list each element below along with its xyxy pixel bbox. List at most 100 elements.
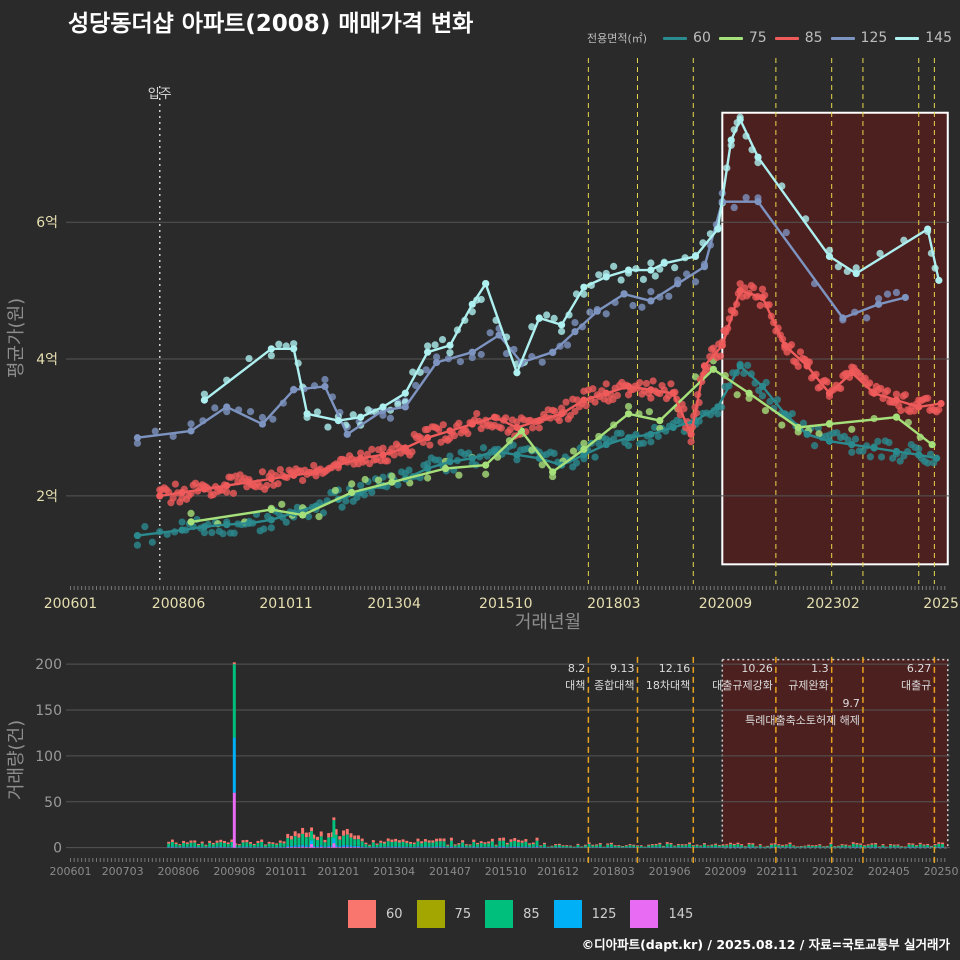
bar-segment-85 — [840, 845, 844, 848]
bar-segment-85 — [479, 843, 483, 847]
bar-segment-125 — [223, 846, 226, 848]
bar-segment-85 — [557, 844, 561, 848]
data-point — [803, 362, 811, 370]
scatter-point — [691, 278, 700, 286]
bar-segment-85 — [673, 846, 677, 848]
bar-segment-85 — [714, 844, 718, 848]
bar-segment-60 — [691, 845, 695, 846]
scatter-point — [446, 452, 454, 460]
bar-segment-85 — [877, 846, 881, 848]
bar-segment-85 — [412, 844, 416, 847]
bar-segment-60 — [665, 842, 669, 844]
bar-segment-85 — [535, 840, 539, 847]
bar-segment-85 — [598, 844, 602, 847]
data-point — [647, 297, 655, 305]
bar-segment-85 — [223, 842, 226, 847]
legend-swatch — [553, 900, 582, 928]
data-point — [848, 440, 856, 449]
scatter-point — [897, 406, 905, 415]
scatter-point — [924, 459, 932, 467]
bar-segment-60 — [230, 839, 234, 842]
scatter-point — [169, 494, 177, 502]
bar-segment-85 — [941, 844, 945, 847]
bar-segment-85 — [717, 845, 721, 848]
bar-segment-60 — [717, 844, 721, 846]
bar-segment-60 — [639, 845, 643, 846]
bar-segment-60 — [461, 840, 465, 843]
bar-segment-85 — [332, 820, 336, 839]
bar-segment-85 — [684, 845, 688, 848]
scatter-point — [823, 378, 831, 386]
legend-swatch — [485, 900, 514, 928]
bar-segment-60 — [310, 827, 314, 832]
bar-segment-85 — [736, 844, 740, 847]
bar-segment-85 — [446, 845, 450, 848]
bar-segment-60 — [241, 840, 245, 843]
bar-segment-85 — [289, 839, 293, 846]
legend-title: 전용면적(㎡) — [586, 32, 648, 45]
bar-segment-85 — [409, 843, 413, 847]
bar-segment-85 — [729, 844, 732, 847]
data-point — [669, 423, 677, 432]
data-point — [290, 345, 298, 353]
event-date-label: 1.3 — [811, 662, 829, 675]
data-point — [602, 273, 610, 281]
data-point — [674, 280, 682, 288]
bar-segment-60 — [196, 843, 200, 846]
bar-segment-85 — [356, 839, 360, 846]
series-markers-145 — [200, 115, 943, 425]
scatter-point — [364, 406, 372, 414]
data-point — [468, 420, 476, 428]
bar-segment-125 — [535, 846, 539, 848]
scatter-point — [730, 203, 738, 212]
scatter-point — [506, 426, 514, 434]
bar-segment-125 — [193, 846, 197, 848]
legend-bottom-item-125: 125 — [553, 900, 616, 928]
data-point — [754, 198, 762, 206]
bar-segment-60 — [282, 841, 286, 844]
bar-segment-85 — [200, 843, 204, 847]
volume-x-tick-label: 201304 — [373, 865, 415, 878]
data-point — [933, 454, 941, 462]
data-point — [432, 358, 441, 367]
bar-segment-60 — [327, 833, 331, 838]
scatter-point — [432, 353, 441, 361]
bar-segment-85 — [438, 841, 442, 847]
data-point — [299, 511, 307, 519]
data-point — [727, 136, 735, 144]
scatter-point — [892, 288, 901, 297]
bar-segment-85 — [844, 845, 848, 848]
event-label: 대출규 — [901, 679, 931, 692]
volume-y-tick-label: 0 — [53, 841, 62, 857]
bar-segment-125 — [293, 845, 297, 847]
bar-segment-60 — [178, 844, 182, 846]
scatter-point — [758, 392, 767, 400]
data-point — [580, 283, 588, 291]
bar-segment-60 — [386, 838, 390, 842]
scatter-point — [321, 375, 329, 384]
volume-x-tick-label: 201510 — [485, 865, 527, 878]
scatter-point — [424, 342, 432, 350]
bar-segment-85 — [487, 843, 491, 847]
bar-segment-60 — [650, 844, 654, 846]
volume-x-minor-ticks — [69, 858, 946, 862]
legend-label: 125 — [860, 30, 888, 46]
bar-segment-125 — [345, 844, 349, 847]
data-point — [223, 521, 231, 529]
scatter-point — [647, 394, 655, 402]
volume-x-tick-label: 201906 — [649, 865, 691, 878]
scatter-point — [629, 301, 637, 310]
bar-segment-60 — [714, 843, 718, 845]
bar-segment-85 — [375, 844, 379, 848]
bar-segment-145 — [349, 846, 353, 848]
bar-segment-85 — [230, 841, 234, 847]
data-point — [290, 471, 298, 479]
volume-y-tick-label: 150 — [35, 703, 62, 719]
bar-segment-85 — [420, 843, 424, 847]
bar-segment-85 — [483, 843, 487, 847]
bar-segment-85 — [215, 842, 219, 847]
bar-segment-60 — [542, 842, 546, 845]
bar-segment-85 — [777, 845, 781, 848]
bar-segment-60 — [888, 844, 892, 846]
y-tick-label: 6억 — [36, 215, 58, 231]
